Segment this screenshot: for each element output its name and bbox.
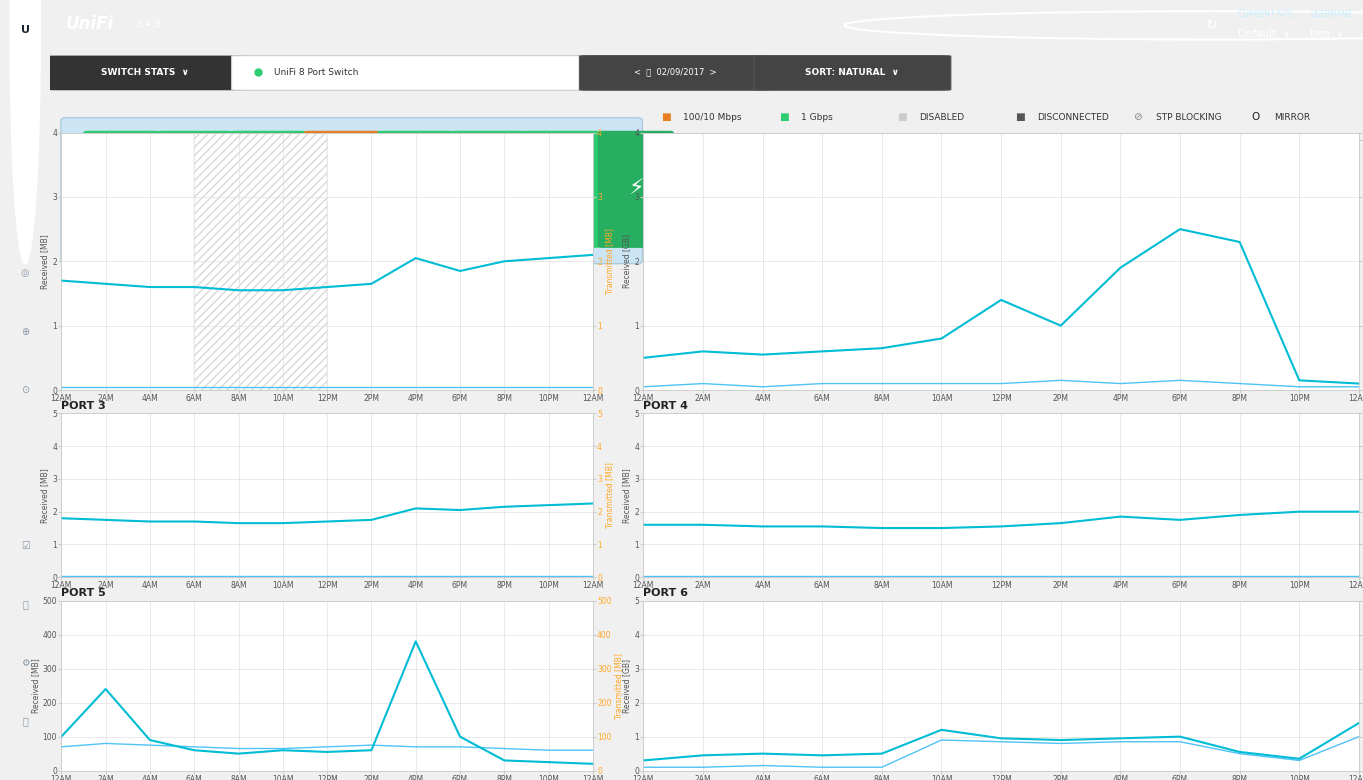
Y-axis label: Received [MB]: Received [MB] <box>41 468 49 523</box>
Text: ■: ■ <box>661 112 671 122</box>
FancyBboxPatch shape <box>378 131 454 248</box>
Text: ↻: ↻ <box>1206 19 1219 32</box>
Text: <  📅  02/09/2017  >: < 📅 02/09/2017 > <box>634 68 717 76</box>
Text: O: O <box>1251 112 1259 122</box>
Text: Transmitted: Transmitted <box>1205 158 1268 168</box>
Text: ben  ∨: ben ∨ <box>1310 30 1344 40</box>
Text: STP BLOCKING: STP BLOCKING <box>1156 112 1221 122</box>
FancyBboxPatch shape <box>525 131 600 248</box>
Text: ⊘: ⊘ <box>1133 112 1142 122</box>
Text: USERNAME: USERNAME <box>1310 9 1353 19</box>
Text: ⊙: ⊙ <box>22 385 29 395</box>
Text: ~: ~ <box>22 151 29 161</box>
Text: SORT: NATURAL  ∨: SORT: NATURAL ∨ <box>806 68 900 76</box>
FancyBboxPatch shape <box>304 131 380 248</box>
Y-axis label: Received [MB]: Received [MB] <box>41 234 49 289</box>
Text: ⚙: ⚙ <box>20 658 30 668</box>
Bar <box>194 133 327 390</box>
Text: DISCONNECTED: DISCONNECTED <box>1037 112 1109 122</box>
Text: ⊕: ⊕ <box>22 327 29 336</box>
Text: PORT 3: PORT 3 <box>61 401 106 411</box>
Text: CURRENT SITE: CURRENT SITE <box>1239 9 1293 19</box>
Text: 🔔: 🔔 <box>22 600 29 609</box>
Text: 5.4.9: 5.4.9 <box>136 20 161 30</box>
Text: ■: ■ <box>1015 112 1025 122</box>
Y-axis label: Transmitted [MB]: Transmitted [MB] <box>615 653 623 718</box>
Text: UniFi: UniFi <box>67 16 114 34</box>
FancyBboxPatch shape <box>230 131 307 248</box>
Text: PORT 5: PORT 5 <box>61 588 106 598</box>
Y-axis label: Transmitted [MB]: Transmitted [MB] <box>605 229 613 294</box>
FancyBboxPatch shape <box>451 131 527 248</box>
FancyBboxPatch shape <box>83 131 159 248</box>
Y-axis label: Received [GB]: Received [GB] <box>623 658 631 713</box>
Text: SWITCH STATS  ∨: SWITCH STATS ∨ <box>101 68 189 76</box>
Y-axis label: Transmitted [MB]: Transmitted [MB] <box>605 463 613 528</box>
FancyBboxPatch shape <box>232 55 593 90</box>
FancyBboxPatch shape <box>157 131 233 248</box>
Text: Default  ∨: Default ∨ <box>1239 30 1291 40</box>
Text: 💬: 💬 <box>22 717 29 726</box>
Text: Received: Received <box>1009 158 1056 168</box>
Text: ≋: ≋ <box>22 93 29 102</box>
Text: UNIFI 8 PORT SWITCH: UNIFI 8 PORT SWITCH <box>687 158 815 168</box>
Text: 1 Gbps: 1 Gbps <box>801 112 833 122</box>
Text: ■: ■ <box>778 112 789 122</box>
Text: 100/10 Mbps: 100/10 Mbps <box>683 112 741 122</box>
FancyBboxPatch shape <box>44 55 247 90</box>
Text: MIRROR: MIRROR <box>1274 112 1310 122</box>
Circle shape <box>10 0 41 264</box>
Text: ■: ■ <box>897 112 906 122</box>
Text: ⚡: ⚡ <box>628 179 643 200</box>
Text: PORT 4: PORT 4 <box>643 401 688 411</box>
Text: ☑: ☑ <box>20 541 30 551</box>
Text: PORT 6: PORT 6 <box>643 588 688 598</box>
Text: DISABLED: DISABLED <box>920 112 965 122</box>
FancyBboxPatch shape <box>61 118 642 264</box>
FancyBboxPatch shape <box>579 55 770 90</box>
Text: ◎: ◎ <box>20 268 30 278</box>
Text: U: U <box>20 25 30 34</box>
FancyBboxPatch shape <box>598 131 673 248</box>
Y-axis label: Received [MB]: Received [MB] <box>31 658 40 713</box>
Text: UniFi 8 Port Switch: UniFi 8 Port Switch <box>274 68 358 76</box>
Y-axis label: Received [MB]: Received [MB] <box>623 468 631 523</box>
Text: ▭: ▭ <box>20 210 30 219</box>
Y-axis label: Received [GB]: Received [GB] <box>623 234 631 289</box>
FancyBboxPatch shape <box>754 55 951 90</box>
